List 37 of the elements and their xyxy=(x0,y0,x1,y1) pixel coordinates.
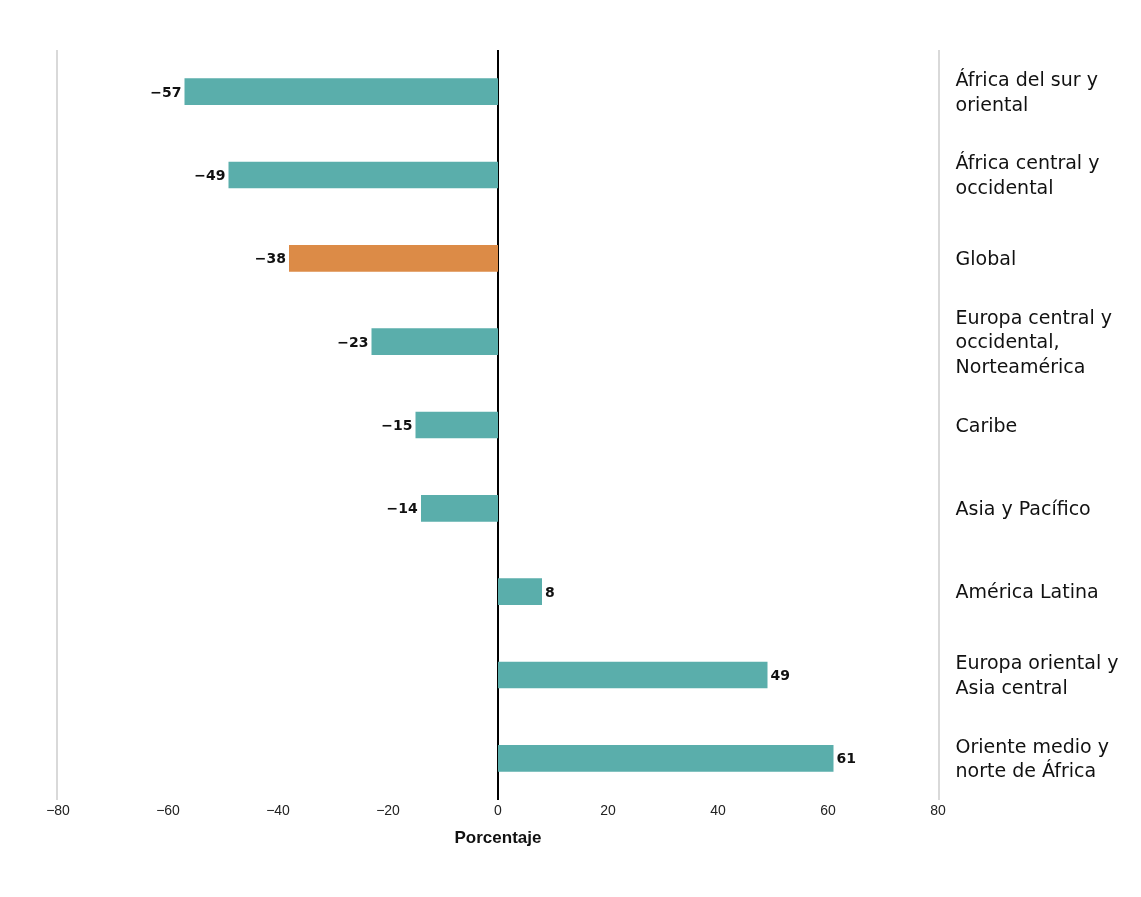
bar xyxy=(371,328,498,355)
x-tick-label: 20 xyxy=(600,802,616,818)
x-tick-label: −40 xyxy=(266,802,291,818)
data-label: −14 xyxy=(386,500,418,517)
x-axis-title: Porcentaje xyxy=(454,828,542,848)
x-tick-label: −60 xyxy=(156,802,181,818)
x-tick-label: −80 xyxy=(46,802,71,818)
bar xyxy=(184,78,498,105)
y-tick-label: América Latina xyxy=(955,580,1099,603)
x-tick-label: 60 xyxy=(820,802,836,818)
data-label: −23 xyxy=(337,333,369,350)
bar xyxy=(498,578,542,605)
bar xyxy=(498,745,834,772)
bar xyxy=(228,161,498,189)
bar xyxy=(498,661,768,689)
data-label: 49 xyxy=(770,667,790,683)
y-tick-label: África central y occidental xyxy=(955,151,1100,198)
data-label: −49 xyxy=(194,167,226,183)
data-label: −38 xyxy=(254,250,286,267)
y-tick-label: Europa oriental y Asia central xyxy=(955,651,1119,698)
x-tick-label: −20 xyxy=(376,802,401,818)
data-label: 8 xyxy=(545,583,555,600)
x-tick-label: 80 xyxy=(930,802,946,818)
bar xyxy=(415,411,498,439)
y-tick-label: África del sur y oriental xyxy=(955,67,1098,115)
bar xyxy=(421,495,498,522)
y-tick-label: Oriente medio y norte de África xyxy=(955,734,1109,782)
y-tick-label: Asia y Pacífico xyxy=(955,496,1091,519)
y-tick-label: Global xyxy=(955,246,1017,269)
data-label: −57 xyxy=(150,83,182,100)
y-tick-label: Europa central y occidental, Norteamérica xyxy=(955,305,1112,378)
data-label: −15 xyxy=(381,417,413,433)
data-label: 61 xyxy=(836,750,856,767)
y-tick-label: Caribe xyxy=(955,413,1018,436)
x-tick-label: 40 xyxy=(710,802,726,818)
bar xyxy=(289,245,498,272)
x-tick-label: 0 xyxy=(494,802,503,818)
